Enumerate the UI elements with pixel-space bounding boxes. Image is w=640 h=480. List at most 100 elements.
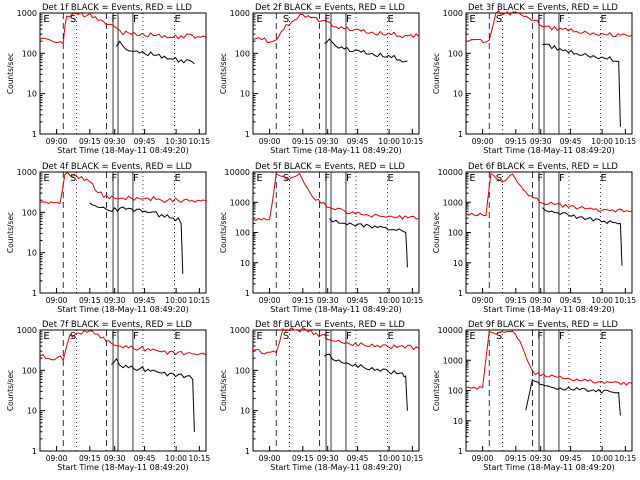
marker-letter: S bbox=[496, 173, 502, 184]
y-tick-label: 1000 bbox=[443, 356, 463, 365]
x-axis-label: Start Time (18-May-11 08:49:20) bbox=[270, 146, 401, 155]
marker-letter: F bbox=[111, 14, 117, 25]
y-tick-label: 10 bbox=[240, 407, 250, 416]
x-tick-label: 09:15 bbox=[292, 296, 314, 305]
y-axis-label: Counts/sec bbox=[219, 212, 228, 253]
x-tick-label: 09:00 bbox=[46, 137, 68, 146]
panel-det-7: Det 7f BLACK = Events, RED = LLD 1 10 100 10… bbox=[6, 320, 210, 472]
x-tick-label: 10:00 bbox=[378, 296, 400, 305]
marker-letter: S bbox=[283, 331, 289, 342]
x-tick-label: 10:15 bbox=[615, 454, 637, 463]
panel-title: Det 3f BLACK = Events, RED = LLD bbox=[468, 3, 618, 13]
x-tick-label: 09:15 bbox=[505, 454, 527, 463]
plot-frame bbox=[39, 329, 207, 452]
marker-letter: E bbox=[174, 173, 180, 184]
x-axis-label: Start Time (18-May-11 08:49:20) bbox=[483, 305, 614, 314]
y-tick-label: 10 bbox=[240, 259, 250, 268]
marker-letter: S bbox=[70, 173, 76, 184]
marker-letter: E bbox=[174, 331, 180, 342]
x-axis-label: Start Time (18-May-11 08:49:20) bbox=[270, 463, 401, 472]
marker-letter: E bbox=[43, 14, 49, 25]
x-tick-label: 10:00 bbox=[165, 296, 187, 305]
x-tick-label: 09:30 bbox=[317, 137, 339, 146]
panel-det-2: Det 2f BLACK = Events, RED = LLD 1 10 100 10… bbox=[219, 3, 423, 155]
marker-letter: E bbox=[469, 14, 475, 25]
series-line-events bbox=[542, 207, 623, 266]
x-tick-label: 10:15 bbox=[615, 137, 637, 146]
marker-letter: E bbox=[387, 331, 393, 342]
x-tick-label: 09:45 bbox=[347, 137, 369, 146]
plot-frame bbox=[252, 329, 420, 452]
series-line-lld bbox=[465, 330, 633, 390]
marker-letter: F bbox=[324, 331, 330, 342]
x-tick-label: 10:15 bbox=[189, 137, 211, 146]
x-tick-label: 10:00 bbox=[591, 296, 613, 305]
x-tick-label: 10:00 bbox=[591, 454, 613, 463]
x-tick-label: 09:15 bbox=[292, 137, 314, 146]
x-tick-label: 09:00 bbox=[472, 296, 494, 305]
x-tick-label: 09:00 bbox=[46, 296, 68, 305]
x-tick-label: 09:45 bbox=[134, 454, 156, 463]
marker-letter: S bbox=[496, 14, 502, 25]
x-tick-label: 09:15 bbox=[505, 296, 527, 305]
y-tick-label: 1000 bbox=[230, 9, 250, 18]
series-line-lld bbox=[252, 326, 420, 355]
panel-det-9: Det 9f BLACK = Events, RED = LLD 1 10 100 10… bbox=[432, 320, 636, 472]
x-tick-label: 09:15 bbox=[505, 137, 527, 146]
marker-letter: F bbox=[133, 331, 139, 342]
plot-frame bbox=[39, 12, 207, 135]
x-tick-label: 09:45 bbox=[347, 296, 369, 305]
plot-frame bbox=[252, 171, 420, 294]
y-tick-label: 100 bbox=[22, 49, 37, 58]
panel-title: Det 6f BLACK = Events, RED = LLD bbox=[468, 162, 618, 172]
x-tick-label: 10:15 bbox=[402, 137, 424, 146]
series-line-events bbox=[324, 353, 408, 411]
y-axis-label: Counts/sec bbox=[432, 370, 441, 411]
y-tick-label: 1000 bbox=[443, 9, 463, 18]
x-tick-label: 09:30 bbox=[530, 137, 552, 146]
marker-letter: E bbox=[43, 173, 49, 184]
series-line-events bbox=[89, 202, 184, 274]
x-tick-label: 10:15 bbox=[615, 296, 637, 305]
series-line-events bbox=[329, 218, 408, 268]
panel-title: Det 9f BLACK = Events, RED = LLD bbox=[468, 320, 618, 330]
series-line-events bbox=[542, 43, 621, 127]
y-axis-label: Counts/sec bbox=[432, 212, 441, 253]
y-tick-label: 1 bbox=[245, 447, 250, 456]
y-tick-label: 1000 bbox=[230, 198, 250, 207]
x-axis-label: Start Time (18-May-11 08:49:20) bbox=[483, 146, 614, 155]
y-tick-label: 1000 bbox=[17, 326, 37, 335]
y-tick-label: 100 bbox=[448, 229, 463, 238]
x-tick-label: 09:15 bbox=[79, 137, 101, 146]
y-tick-label: 1000 bbox=[17, 168, 37, 177]
x-tick-label: 09:30 bbox=[530, 296, 552, 305]
series-line-events bbox=[525, 378, 621, 416]
y-axis-label: Counts/sec bbox=[6, 53, 15, 94]
x-tick-label: 10:00 bbox=[591, 137, 613, 146]
marker-letter: S bbox=[283, 14, 289, 25]
y-tick-label: 10 bbox=[27, 90, 37, 99]
x-tick-label: 09:30 bbox=[530, 454, 552, 463]
y-axis-label: Counts/sec bbox=[219, 53, 228, 94]
panel-det-1: Det 1f BLACK = Events, RED = LLD 1 10 100 10… bbox=[6, 3, 210, 155]
plot-frame bbox=[252, 12, 420, 135]
y-tick-label: 100 bbox=[235, 229, 250, 238]
y-tick-label: 100 bbox=[448, 49, 463, 58]
marker-letter: F bbox=[133, 14, 139, 25]
series-line-events bbox=[111, 357, 195, 432]
marker-letter: F bbox=[324, 173, 330, 184]
marker-letter: E bbox=[600, 173, 606, 184]
panel-det-4: Det 4f BLACK = Events, RED = LLD 1 10 100 10… bbox=[6, 162, 210, 314]
y-tick-label: 10 bbox=[27, 249, 37, 258]
panel-title: Det 2f BLACK = Events, RED = LLD bbox=[255, 3, 405, 13]
panel-title: Det 1f BLACK = Events, RED = LLD bbox=[42, 3, 192, 13]
x-tick-label: 09:45 bbox=[560, 454, 582, 463]
marker-letter: E bbox=[256, 173, 262, 184]
y-tick-label: 10000 bbox=[225, 168, 250, 177]
plot-frame bbox=[465, 12, 633, 135]
x-tick-label: 09:00 bbox=[259, 137, 281, 146]
marker-letter: F bbox=[133, 173, 139, 184]
x-tick-label: 10:00 bbox=[165, 454, 187, 463]
marker-letter: F bbox=[559, 331, 565, 342]
